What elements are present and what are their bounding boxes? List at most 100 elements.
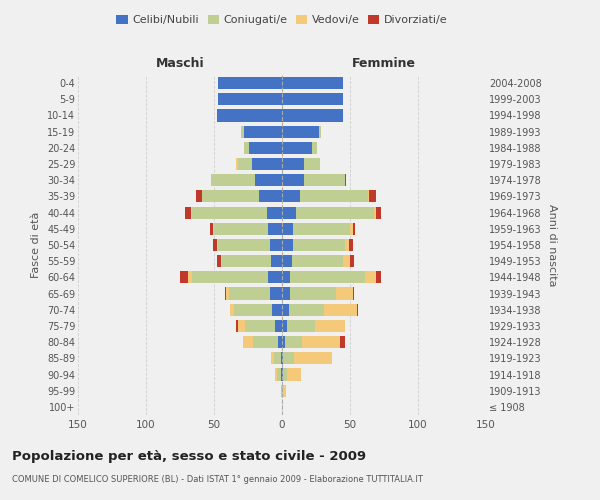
Bar (282, 352, 283, 364)
Bar (275, 368, 277, 380)
Bar (180, 272, 188, 283)
Y-axis label: Fasce di età: Fasce di età (31, 212, 41, 278)
Bar (252, 158, 282, 170)
Bar (196, 190, 202, 202)
Bar (236, 158, 238, 170)
Bar (353, 288, 354, 300)
Bar (192, 206, 267, 218)
Bar (245, 320, 275, 332)
Bar (230, 304, 235, 316)
Bar (302, 336, 340, 348)
Bar (270, 239, 282, 251)
Bar (282, 110, 343, 122)
Text: Popolazione per età, sesso e stato civile - 2009: Popolazione per età, sesso e stato civil… (12, 450, 366, 463)
Bar (268, 222, 282, 235)
Bar (272, 304, 282, 316)
Bar (282, 142, 312, 154)
Bar (270, 288, 282, 300)
Bar (217, 255, 221, 268)
Bar (282, 158, 304, 170)
Bar (268, 272, 282, 283)
Bar (285, 336, 302, 348)
Bar (241, 126, 244, 138)
Y-axis label: Anni di nascita: Anni di nascita (547, 204, 557, 286)
Bar (349, 239, 353, 251)
Bar (350, 255, 354, 268)
Bar (282, 384, 283, 397)
Bar (283, 384, 286, 397)
Bar (259, 190, 282, 202)
Bar (324, 304, 357, 316)
Bar (277, 368, 281, 380)
Bar (304, 174, 344, 186)
Bar (238, 158, 252, 170)
Bar (214, 222, 268, 235)
Bar (235, 304, 272, 316)
Bar (294, 352, 332, 364)
Bar (282, 222, 293, 235)
Bar (337, 288, 353, 300)
Bar (369, 190, 376, 202)
Bar (192, 272, 268, 283)
Bar (340, 336, 344, 348)
Bar (188, 272, 192, 283)
Bar (212, 222, 214, 235)
Text: Femmine: Femmine (352, 57, 416, 70)
Bar (211, 174, 255, 186)
Bar (274, 352, 281, 364)
Bar (255, 174, 282, 186)
Bar (283, 368, 287, 380)
Bar (282, 206, 296, 218)
Bar (376, 272, 381, 283)
Bar (218, 93, 282, 106)
Bar (281, 384, 282, 397)
Bar (282, 304, 289, 316)
Bar (343, 255, 350, 268)
Bar (271, 352, 274, 364)
Bar (290, 288, 337, 300)
Bar (253, 336, 278, 348)
Bar (282, 320, 287, 332)
Bar (281, 368, 282, 380)
Bar (217, 239, 218, 251)
Bar (293, 239, 344, 251)
Bar (217, 110, 282, 122)
Bar (242, 336, 253, 348)
Bar (282, 368, 283, 380)
Bar (236, 320, 238, 332)
Bar (244, 126, 282, 138)
Bar (319, 126, 322, 138)
Bar (282, 126, 319, 138)
Legend: Celibi/Nubili, Coniugati/e, Vedovi/e, Divorziati/e: Celibi/Nubili, Coniugati/e, Vedovi/e, Di… (112, 10, 452, 30)
Bar (350, 222, 353, 235)
Bar (282, 272, 290, 283)
Bar (374, 206, 376, 218)
Bar (353, 222, 355, 235)
Bar (299, 190, 368, 202)
Bar (271, 255, 282, 268)
Bar (282, 93, 343, 106)
Bar (304, 158, 320, 170)
Bar (212, 239, 217, 251)
Bar (282, 336, 285, 348)
Bar (281, 352, 282, 364)
Bar (282, 77, 343, 89)
Bar (191, 206, 192, 218)
Bar (267, 206, 282, 218)
Bar (250, 142, 282, 154)
Bar (282, 239, 293, 251)
Bar (210, 222, 212, 235)
Bar (221, 255, 222, 268)
Bar (289, 304, 324, 316)
Bar (368, 190, 369, 202)
Bar (225, 288, 226, 300)
Bar (296, 206, 374, 218)
Bar (185, 206, 191, 218)
Bar (282, 190, 299, 202)
Bar (218, 239, 270, 251)
Bar (244, 142, 250, 154)
Bar (314, 320, 344, 332)
Bar (226, 288, 229, 300)
Bar (283, 352, 294, 364)
Bar (275, 320, 282, 332)
